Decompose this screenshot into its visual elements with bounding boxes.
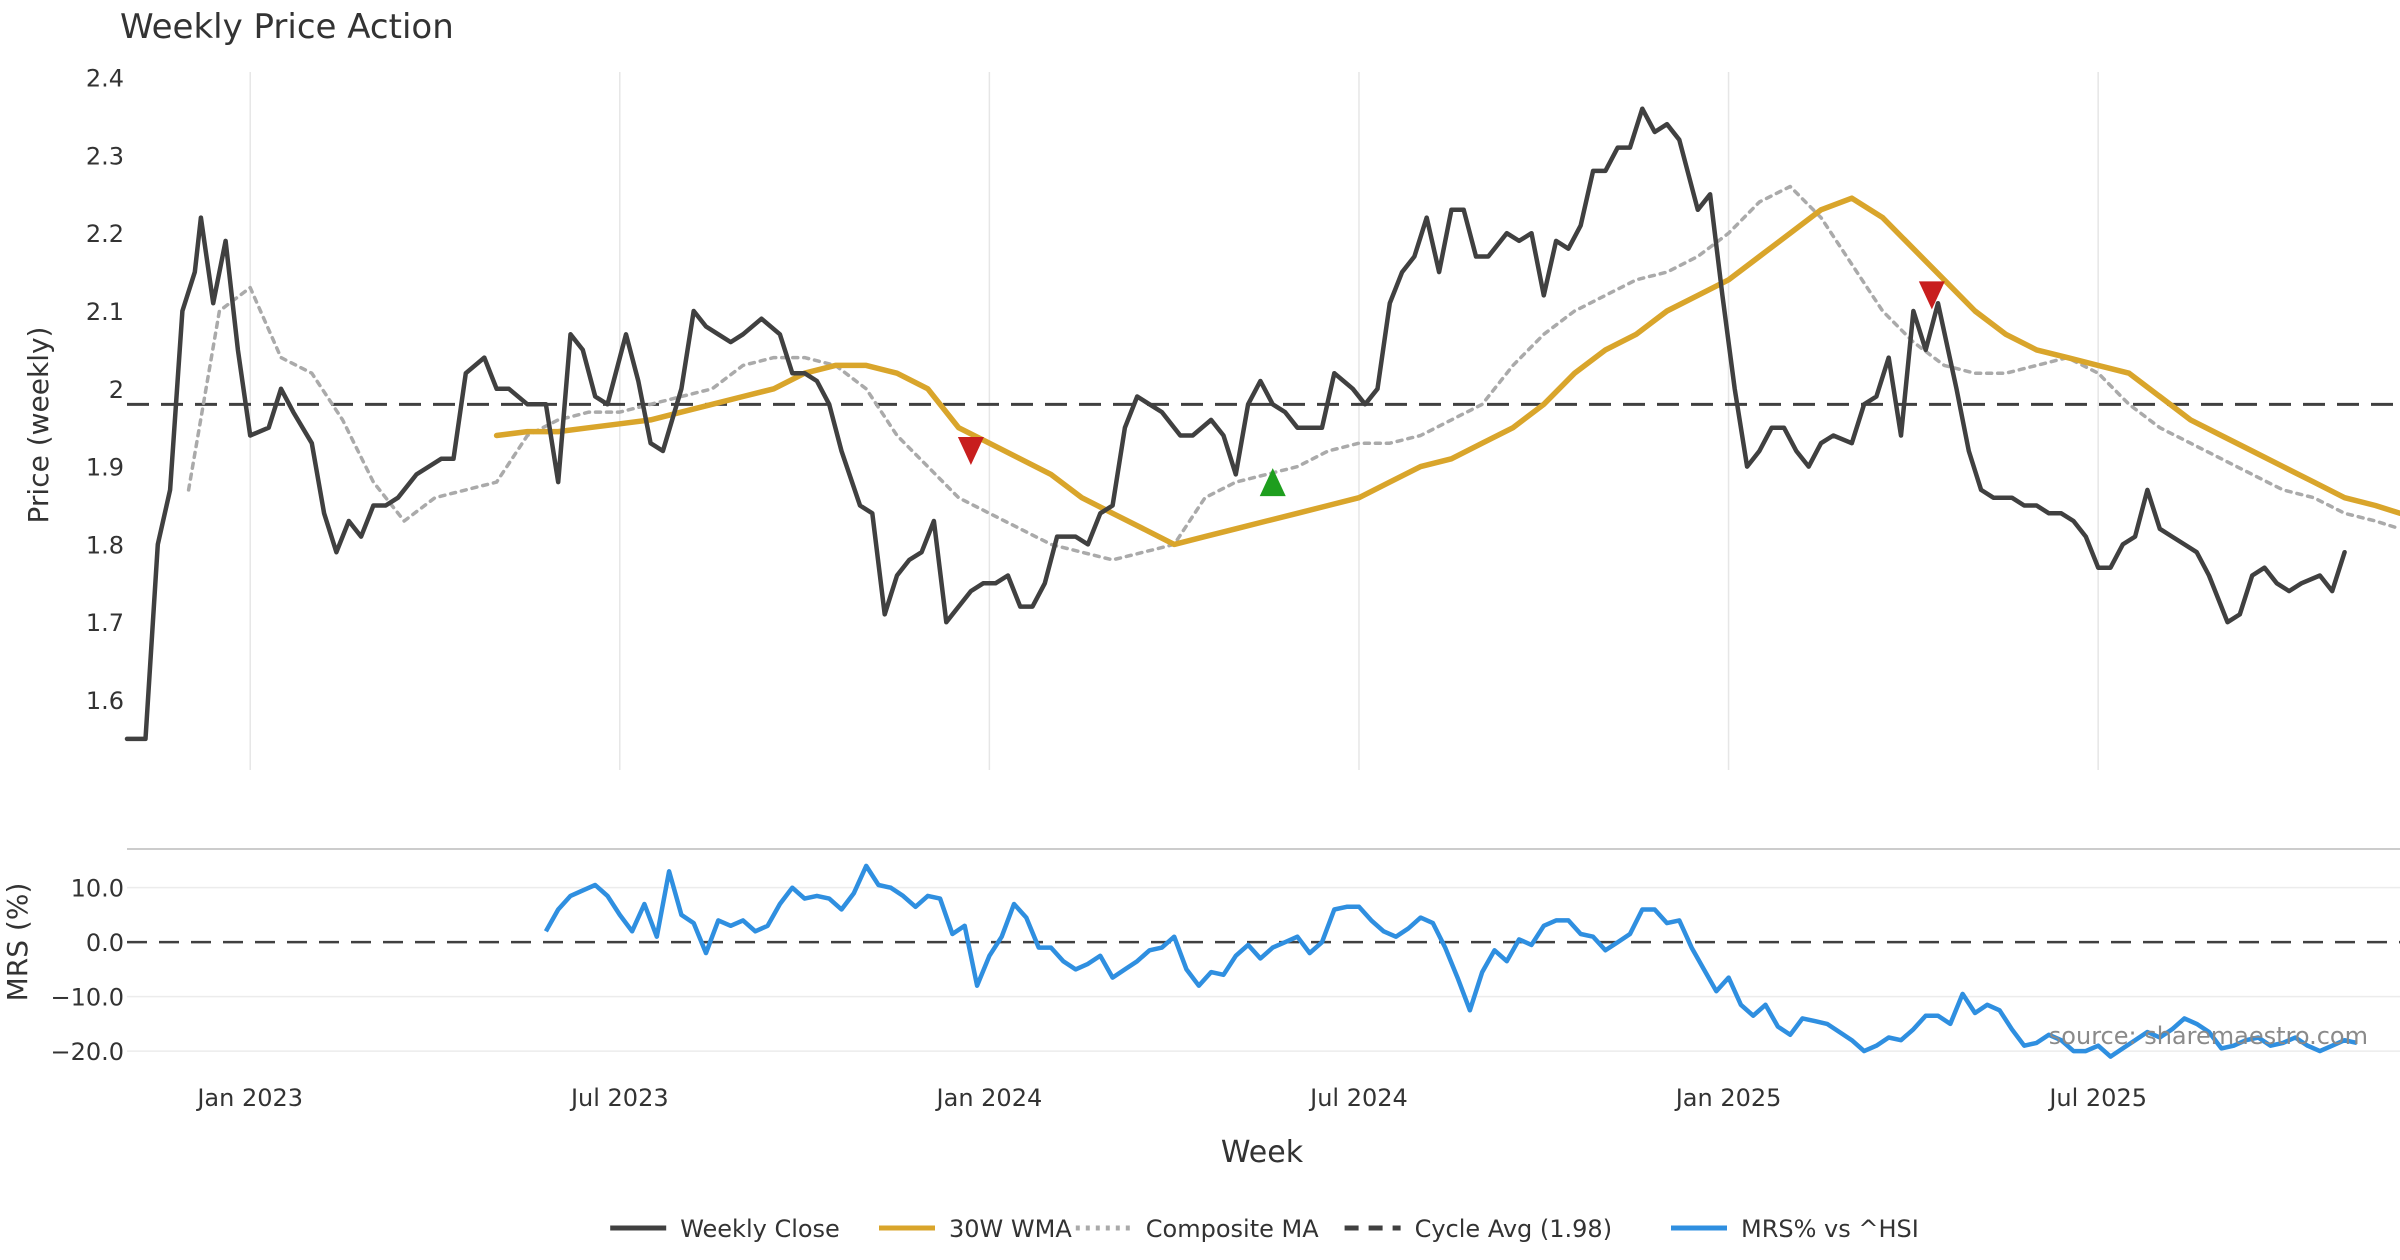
mrs-y-tick-label: 10.0 — [71, 875, 124, 903]
legend: Weekly Close 30W WMA Composite MA Cycle Avg… — [610, 1215, 1919, 1243]
legend-label: 30W WMA — [949, 1215, 1072, 1243]
mrs-y-axis-label: MRS (%) — [1, 883, 34, 1002]
x-tick-label: Jul 2024 — [1308, 1084, 1408, 1112]
price-y-tick-label: 2.1 — [86, 298, 124, 326]
x-tick-label: Jan 2023 — [195, 1084, 303, 1112]
price-y-tick-label: 1.9 — [86, 454, 124, 482]
legend-label: MRS% vs ^HSI — [1741, 1215, 1919, 1243]
price-y-axis-label: Price (weekly) — [22, 327, 55, 524]
price-y-tick-label: 1.7 — [86, 609, 124, 637]
sell-signal-marker-2 — [1918, 281, 1945, 310]
mrs-panel: 10.0 0.0 −10.0 −20.0 — [50, 848, 2400, 1066]
x-axis-ticks: Jan 2023 Jul 2023 Jan 2024 Jul 2024 Jan 2025… — [195, 1084, 2147, 1112]
price-y-tick-label: 1.6 — [86, 687, 124, 715]
wma-30w-line — [493, 195, 2400, 548]
mrs-y-tick-label: 0.0 — [86, 929, 124, 957]
mrs-y-tick-label: −10.0 — [50, 984, 124, 1012]
source-note: source: sharemaestro.com — [2049, 1022, 2368, 1050]
price-panel: 1.6 1.7 1.8 1.9 2 2.1 2.2 2.3 2.4 — [86, 65, 2400, 770]
price-y-tick-label: 2.2 — [86, 220, 124, 248]
price-y-tick-label: 2 — [109, 376, 124, 404]
price-y-tick-label: 1.8 — [86, 531, 124, 559]
legend-entry: Weekly Close — [610, 1215, 840, 1243]
x-axis-label: Week — [1221, 1135, 1304, 1170]
buy-signal-marker-1 — [1259, 468, 1286, 497]
price-y-tick-label: 2.4 — [86, 65, 124, 93]
x-tick-label: Jan 2025 — [1674, 1084, 1782, 1112]
legend-label: Composite MA — [1146, 1215, 1319, 1243]
price-y-tick-label: 2.3 — [86, 142, 124, 170]
x-tick-label: Jul 2025 — [2047, 1084, 2147, 1112]
chart-title: Weekly Price Action — [120, 7, 454, 47]
legend-entry: Cycle Avg (1.98) — [1344, 1215, 1612, 1243]
legend-label: Cycle Avg (1.98) — [1415, 1215, 1612, 1243]
mrs-line — [543, 863, 2358, 1059]
legend-entry: Composite MA — [1075, 1215, 1319, 1243]
legend-entry: 30W WMA — [879, 1215, 1072, 1243]
legend-entry: MRS% vs ^HSI — [1671, 1215, 1919, 1243]
x-tick-label: Jul 2023 — [569, 1084, 669, 1112]
weekly-close-line — [124, 106, 2347, 742]
composite-ma-line — [186, 184, 2400, 562]
mrs-y-tick-label: −20.0 — [50, 1038, 124, 1066]
legend-label: Weekly Close — [680, 1215, 840, 1243]
sell-signal-marker-0 — [957, 437, 984, 466]
x-tick-label: Jan 2024 — [935, 1084, 1043, 1112]
